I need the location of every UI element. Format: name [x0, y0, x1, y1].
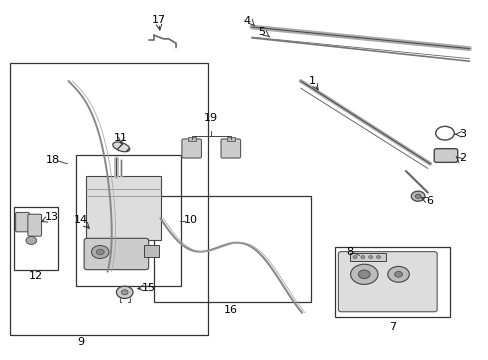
Text: 1: 1 [308, 76, 315, 86]
Text: 18: 18 [46, 155, 60, 165]
Text: 7: 7 [388, 322, 395, 332]
Text: 11: 11 [114, 132, 128, 143]
Text: 10: 10 [183, 215, 197, 225]
Ellipse shape [113, 142, 129, 152]
Circle shape [410, 191, 424, 201]
FancyBboxPatch shape [16, 212, 29, 232]
Circle shape [121, 290, 128, 295]
Circle shape [387, 266, 408, 282]
Text: 8: 8 [346, 247, 353, 257]
Text: 13: 13 [44, 212, 58, 222]
Circle shape [414, 194, 420, 198]
Bar [14, 207, 58, 270]
Bar [85, 176, 161, 240]
Text: 16: 16 [224, 305, 238, 315]
Text: 2: 2 [459, 153, 466, 163]
Text: 12: 12 [29, 271, 42, 282]
Text: 19: 19 [204, 113, 218, 123]
FancyBboxPatch shape [433, 149, 457, 162]
Circle shape [26, 237, 37, 244]
Text: 14: 14 [74, 215, 87, 225]
Circle shape [376, 256, 380, 258]
Bar [10, 63, 207, 335]
Circle shape [360, 256, 364, 258]
Circle shape [96, 249, 104, 255]
Text: 5: 5 [258, 27, 265, 37]
Circle shape [116, 286, 133, 298]
Circle shape [394, 271, 402, 277]
Text: 15: 15 [142, 283, 156, 293]
Circle shape [350, 264, 377, 284]
Circle shape [352, 256, 356, 258]
Circle shape [358, 270, 369, 279]
Text: 3: 3 [459, 129, 466, 139]
FancyBboxPatch shape [182, 139, 201, 158]
Circle shape [91, 246, 109, 258]
Bar [334, 247, 449, 317]
Text: 4: 4 [244, 16, 250, 26]
FancyBboxPatch shape [84, 238, 148, 270]
Text: 6: 6 [425, 196, 432, 206]
FancyBboxPatch shape [338, 252, 436, 312]
Bar [76, 155, 181, 286]
Circle shape [368, 256, 372, 258]
FancyBboxPatch shape [28, 214, 41, 236]
Text: 17: 17 [152, 15, 165, 25]
Bar [144, 245, 159, 257]
FancyBboxPatch shape [221, 139, 240, 158]
Text: 9: 9 [77, 337, 84, 347]
Bar [349, 253, 386, 261]
Bar [187, 137, 195, 141]
Bar [226, 137, 234, 141]
Bar [154, 196, 310, 302]
